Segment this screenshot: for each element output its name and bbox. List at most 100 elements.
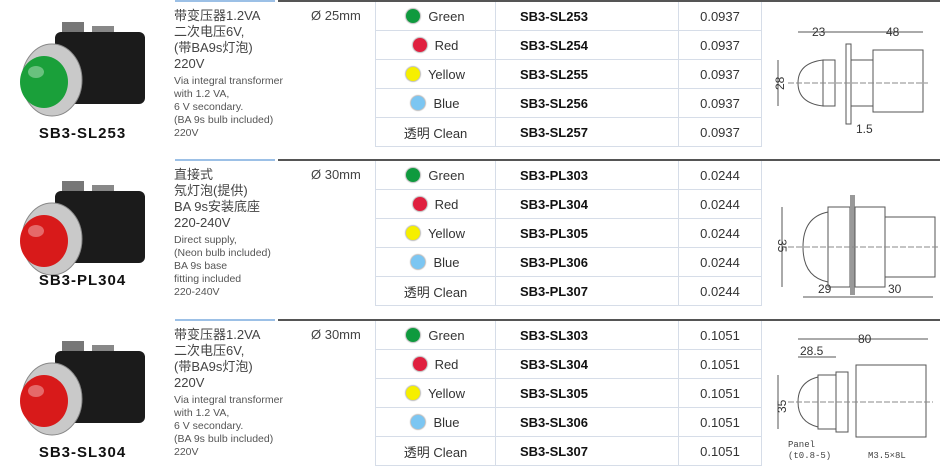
color-label: Yellow [427, 66, 466, 82]
product-image [0, 319, 165, 469]
divider [278, 0, 940, 2]
color-label: Yellow [427, 385, 466, 401]
color-label: 透明 Clean [403, 444, 468, 460]
product-image [0, 0, 165, 150]
model-cell: SB3-SL253 [496, 2, 679, 30]
color-label: Red [434, 196, 459, 212]
dimension-label: 28.5 [800, 344, 824, 358]
color-label: Red [434, 37, 459, 53]
table-row: 透明 Clean SB3-SL257 0.0937 [376, 118, 761, 147]
color-cell: Red [376, 190, 496, 218]
color-swatch-icon [406, 168, 421, 182]
table-row: Yellow SB3-SL305 0.1051 [376, 379, 761, 408]
product-model-caption: SB3-SL304 [38, 444, 127, 461]
color-cell: Yellow [376, 60, 496, 88]
color-cell: 透明 Clean [376, 277, 496, 305]
divider [278, 319, 940, 321]
model-cell: SB3-SL257 [496, 118, 679, 146]
diameter-label: Ø 30mm [311, 167, 361, 182]
diameter-label: Ø 25mm [311, 8, 361, 23]
color-cell: Yellow [376, 379, 496, 407]
model-cell: SB3-PL307 [496, 277, 679, 305]
color-swatch-icon [406, 9, 421, 23]
color-cell: Yellow [376, 219, 496, 247]
color-label: Blue [433, 414, 460, 430]
dimension-label: 30 [888, 282, 902, 296]
product-block: SB3-PL304 直接式 氖灯泡(提供) BA 9s安装底座 220-240V… [0, 159, 940, 319]
product-model-caption: SB3-PL304 [38, 272, 127, 289]
divider [175, 159, 275, 161]
dimension-label: 1.5 [856, 122, 873, 136]
lens-dome [20, 375, 68, 427]
model-cell: SB3-SL303 [496, 321, 679, 349]
divider [175, 319, 275, 321]
color-cell: Blue [376, 248, 496, 276]
description-english: Direct supply, (Neon bulb included) BA 9… [174, 234, 271, 298]
color-swatch-icon [411, 96, 426, 110]
table-row: Yellow SB3-PL305 0.0244 [376, 219, 761, 248]
color-cell: 透明 Clean [376, 118, 496, 146]
color-swatch-icon [405, 386, 420, 400]
product-image [0, 159, 165, 309]
model-cell: SB3-SL254 [496, 31, 679, 59]
lens-dome [20, 56, 68, 108]
dimension-label: (t0.8-5) [788, 451, 831, 461]
color-swatch-icon [411, 255, 426, 269]
color-cell: Green [376, 161, 496, 189]
color-cell: Blue [376, 89, 496, 117]
model-cell: SB3-SL256 [496, 89, 679, 117]
price-cell: 0.1051 [700, 356, 740, 372]
model-cell: SB3-SL307 [496, 437, 679, 465]
color-swatch-icon [406, 328, 421, 342]
price-cell: 0.0937 [700, 124, 740, 140]
model-cell: SB3-PL306 [496, 248, 679, 276]
variant-table: Green SB3-SL303 0.1051 Red SB3-SL304 0.1… [375, 321, 762, 466]
lens-dome [20, 215, 68, 267]
price-cell: 0.1051 [700, 443, 740, 459]
color-swatch-icon [411, 415, 426, 429]
diameter-label: Ø 30mm [311, 327, 361, 342]
color-swatch-icon [412, 197, 427, 211]
description-english: Via integral transformer with 1.2 VA, 6 … [174, 75, 283, 139]
price-cell: 0.1051 [700, 414, 740, 430]
model-cell: SB3-PL303 [496, 161, 679, 189]
color-label: 透明 Clean [403, 125, 468, 141]
model-cell: SB3-PL304 [496, 190, 679, 218]
product-model-caption: SB3-SL253 [38, 125, 127, 142]
model-cell: SB3-SL255 [496, 60, 679, 88]
dimension-label: M3.5×8L [868, 451, 906, 461]
dimension-label: 80 [858, 332, 872, 346]
variant-table: Green SB3-PL303 0.0244 Red SB3-PL304 0.0… [375, 161, 762, 306]
divider [175, 0, 275, 2]
description-chinese: 带变压器1.2VA 二次电压6V, (带BA9s灯泡) 220V [174, 327, 261, 390]
price-cell: 0.0244 [700, 225, 740, 241]
color-swatch-icon [405, 226, 420, 240]
table-row: Red SB3-PL304 0.0244 [376, 190, 761, 219]
product-description: 带变压器1.2VA 二次电压6V, (带BA9s灯泡) 220V Via int… [174, 8, 284, 140]
product-photo [20, 341, 145, 436]
description-chinese: 带变压器1.2VA 二次电压6V, (带BA9s灯泡) 220V [174, 8, 261, 71]
color-cell: Blue [376, 408, 496, 436]
price-cell: 0.0244 [700, 196, 740, 212]
color-label: Green [428, 8, 465, 24]
dimension-label: 29 [818, 282, 832, 296]
divider [278, 159, 940, 161]
color-cell: Red [376, 31, 496, 59]
color-label: Green [428, 167, 465, 183]
price-cell: 0.1051 [700, 327, 740, 343]
color-cell: Green [376, 321, 496, 349]
product-photo [20, 22, 145, 117]
price-cell: 0.0937 [700, 66, 740, 82]
dimension-label: 23 [812, 25, 826, 39]
table-row: Red SB3-SL304 0.1051 [376, 350, 761, 379]
color-swatch-icon [412, 357, 427, 371]
dimension-label: 48 [886, 25, 900, 39]
model-cell: SB3-SL305 [496, 379, 679, 407]
table-row: Red SB3-SL254 0.0937 [376, 31, 761, 60]
table-row: Blue SB3-SL256 0.0937 [376, 89, 761, 118]
color-cell: Red [376, 350, 496, 378]
model-cell: SB3-SL306 [496, 408, 679, 436]
color-swatch-icon [405, 67, 420, 81]
color-label: Green [428, 327, 465, 343]
price-cell: 0.0937 [700, 95, 740, 111]
